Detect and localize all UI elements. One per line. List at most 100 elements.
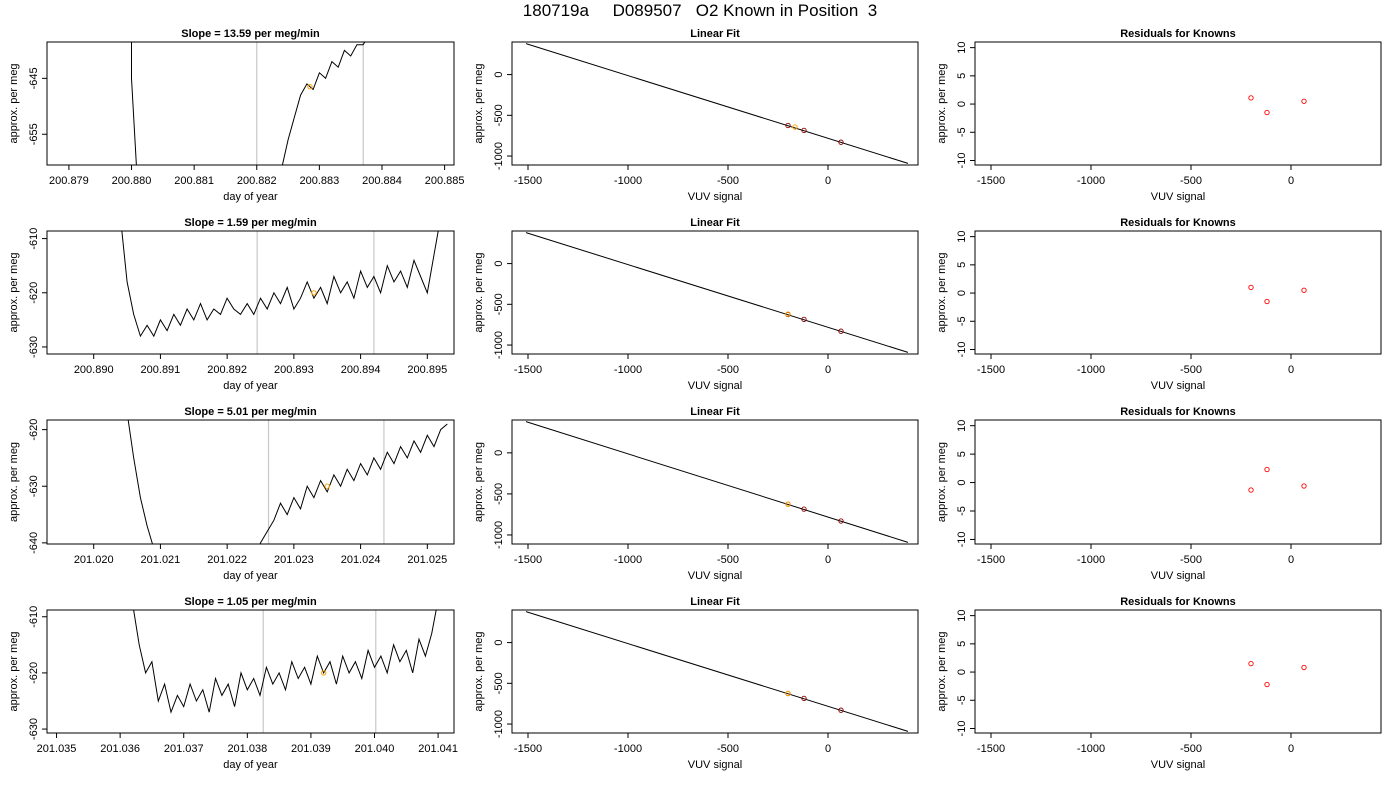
chart-panel: Linear Fit -1500 -1000 -500 0 -1000 -500 0 VUV s… [473, 217, 919, 392]
y-axis-label: approx. per meg [473, 252, 485, 332]
x-tick-label: -500 [717, 364, 739, 376]
x-tick-label: -1000 [1077, 175, 1105, 187]
plot-frame [46, 230, 455, 355]
y-tick-label: 0 [956, 669, 968, 675]
x-tick-label: -1000 [614, 743, 642, 755]
x-tick-label: 201.037 [164, 743, 204, 755]
y-tick-label: -620 [28, 282, 40, 304]
x-tick-label: 200.895 [407, 364, 447, 376]
plot-area [127, 420, 448, 544]
fit-line [525, 232, 909, 353]
plot-area [525, 43, 909, 164]
x-axis-label: VUV signal [688, 570, 742, 582]
data-point [785, 122, 791, 129]
x-tick-label: -1500 [977, 175, 1005, 187]
y-tick-label: -10 [956, 531, 968, 547]
y-tick-label: 0 [956, 480, 968, 486]
data-point [1248, 487, 1254, 493]
y-tick-label: 5 [956, 73, 968, 79]
highlight-point [785, 311, 791, 317]
y-tick-label: -610 [28, 606, 40, 628]
plot-frame [511, 419, 919, 545]
data-point [1264, 466, 1270, 473]
chart-title: Linear Fit [690, 406, 740, 418]
data-point [838, 139, 844, 145]
chart-title: Slope = 13.59 per meg/min [181, 28, 320, 40]
data-point [1301, 98, 1307, 104]
y-tick-label: -10 [956, 721, 968, 737]
plot-area [131, 42, 366, 165]
chart-title: Residuals for Knowns [1120, 217, 1236, 229]
y-tick-label: -620 [28, 662, 40, 684]
x-axis-label: day of year [223, 759, 278, 771]
x-tick-label: 200.879 [49, 175, 89, 187]
x-tick-label: 0 [1288, 364, 1294, 376]
plot-area [525, 611, 909, 732]
chart-panel: Linear Fit -1500 -1000 -500 0 -1000 -500 0 VUV s… [473, 406, 919, 582]
x-axis-label: VUV signal [688, 191, 742, 203]
x-tick-label: -1500 [514, 554, 542, 566]
chart-panel: Linear Fit -1500 -1000 -500 0 -1000 -500 0 VUV s… [473, 596, 919, 771]
y-tick-label: -5 [956, 127, 968, 137]
plot-frame [511, 41, 919, 166]
x-tick-label: -500 [1180, 364, 1202, 376]
plot-area [133, 610, 437, 733]
y-tick-label: -500 [493, 293, 505, 315]
trace-line [127, 420, 448, 544]
x-tick-label: 200.894 [341, 364, 381, 376]
data-point [801, 316, 807, 323]
x-axis-label: VUV signal [688, 759, 742, 771]
y-tick-label: -1000 [493, 710, 505, 738]
y-tick-label: 5 [956, 262, 968, 268]
chart-title: Residuals for Knowns [1120, 596, 1236, 608]
highlight-point [785, 690, 791, 697]
data-point [801, 695, 807, 702]
highlight-point [792, 124, 798, 130]
y-axis-label: approx. per meg [8, 63, 20, 143]
plot-frame [511, 609, 919, 734]
x-tick-label: 200.884 [362, 175, 402, 187]
fit-line [525, 43, 909, 164]
x-tick-label: -1000 [1077, 554, 1105, 566]
plot-area [1248, 660, 1307, 688]
data-point [1248, 284, 1254, 291]
x-tick-label: -1000 [1077, 364, 1105, 376]
plot-area [121, 231, 439, 354]
data-point [1301, 664, 1307, 671]
x-tick-label: 200.880 [112, 175, 152, 187]
chart-panel: Residuals for Knowns -1500 -1000 -500 0 -10 -5… [936, 596, 1382, 771]
fit-line [525, 611, 909, 732]
x-tick-label: -1000 [614, 175, 642, 187]
plot-frame [974, 419, 1382, 545]
plot-frame [46, 41, 455, 166]
y-tick-label: 0 [493, 640, 505, 646]
x-tick-label: 0 [825, 743, 831, 755]
x-axis-label: day of year [223, 570, 278, 582]
x-tick-label: 0 [1288, 554, 1294, 566]
trace-line [131, 42, 366, 165]
y-tick-label: 0 [493, 72, 505, 78]
y-tick-label: -610 [28, 228, 40, 250]
y-tick-label: 10 [956, 610, 968, 622]
x-tick-label: -1500 [514, 175, 542, 187]
x-tick-label: 200.890 [74, 364, 114, 376]
data-point [1264, 298, 1270, 305]
x-tick-label: -1000 [614, 554, 642, 566]
x-tick-label: 200.883 [299, 175, 339, 187]
x-axis-label: VUV signal [1151, 191, 1205, 203]
x-tick-label: 200.885 [425, 175, 465, 187]
y-tick-label: -645 [28, 67, 40, 89]
chart-panel: Slope = 5.01 per meg/min 201.020 201.021 20… [8, 406, 455, 582]
y-axis-label: approx. per meg [473, 442, 485, 522]
x-tick-label: 0 [1288, 743, 1294, 755]
trace-line [133, 610, 437, 714]
page-title: 180719a D089507 O2 Known in Position 3 [522, 1, 878, 20]
highlight-point [785, 501, 791, 507]
y-tick-label: 10 [956, 420, 968, 432]
x-tick-label: -1500 [514, 743, 542, 755]
chart-title: Slope = 5.01 per meg/min [184, 406, 317, 418]
x-tick-label: 201.035 [37, 743, 77, 755]
x-tick-label: -1500 [514, 364, 542, 376]
y-axis-label: approx. per meg [936, 252, 948, 332]
x-tick-label: -1500 [977, 364, 1005, 376]
